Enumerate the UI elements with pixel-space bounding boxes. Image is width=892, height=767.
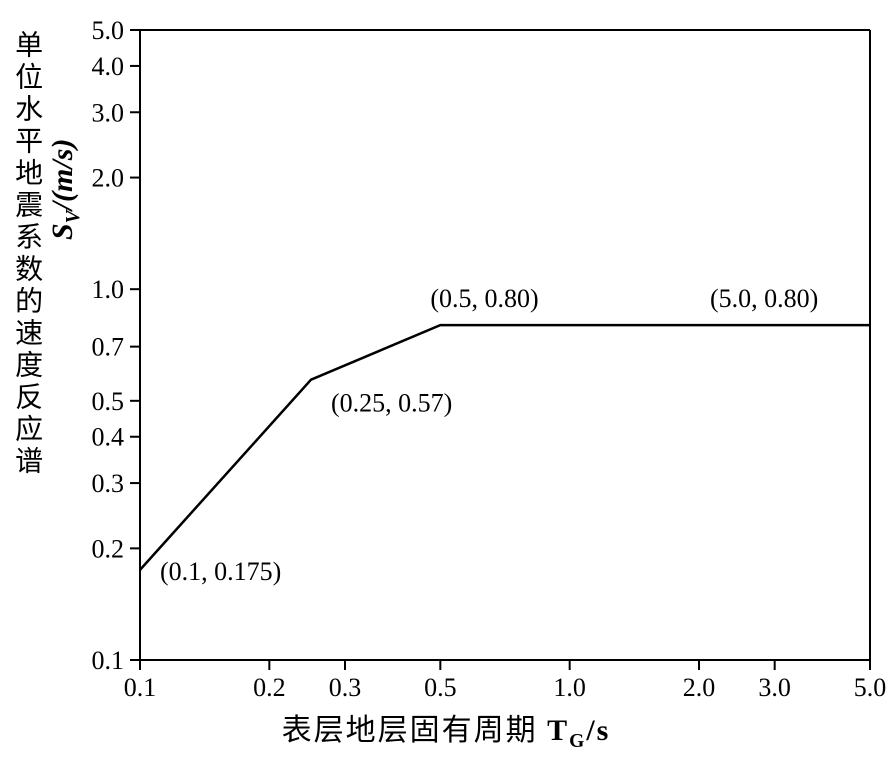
x-tick-label: 2.0 [683,673,716,702]
x-tick-label: 0.1 [124,673,157,702]
y-axis-symbol: SV [46,210,79,240]
y-axis-unit: SV/(m/s) [46,139,85,240]
chart-container: 单位水平地震系数的速度反应谱 SV/(m/s) 表层地层固有周期 TG/s 0.… [0,0,892,767]
x-axis-symbol: TG [547,714,586,747]
y-tick-label: 2.0 [92,164,125,193]
x-tick-label: 1.0 [553,673,586,702]
data-point-label: (0.1, 0.175) [160,557,281,586]
plot-svg: 0.1 0.2 0.3 0.5 1.0 2.0 3.0 5.0 0.1 0.2 0.3 0.4 0.5 0… [0,0,892,767]
response-spectrum-line [140,325,870,570]
x-tick-label: 3.0 [758,673,791,702]
y-tick-label: 4.0 [92,52,125,81]
x-axis-title: 表层地层固有周期 TG/s [0,705,892,753]
x-tick-label: 0.5 [424,673,457,702]
y-axis-title-cjk: 单位水平地震系数的速度反应谱 [10,30,42,478]
y-tick-label: 0.3 [92,469,125,498]
y-tick-label: 0.1 [92,646,125,675]
y-tick-label: 0.7 [92,333,125,362]
y-axis-title: 单位水平地震系数的速度反应谱 [10,30,42,478]
y-tick-label: 0.2 [92,534,125,563]
data-point-label: (0.25, 0.57) [331,389,452,418]
y-tick-label: 0.5 [92,387,125,416]
y-tick-label: 0.4 [92,423,125,452]
data-point-label: (5.0, 0.80) [710,284,818,313]
x-tick-label: 0.3 [329,673,362,702]
y-tick-label: 5.0 [92,16,125,45]
x-axis-title-cjk: 表层地层固有周期 [282,714,538,747]
y-tick-label: 3.0 [92,98,125,127]
data-point-label: (0.5, 0.80) [430,284,538,313]
y-tick-label: 1.0 [92,275,125,304]
x-tick-label: 0.2 [253,673,286,702]
x-tick-label: 5.0 [854,673,887,702]
